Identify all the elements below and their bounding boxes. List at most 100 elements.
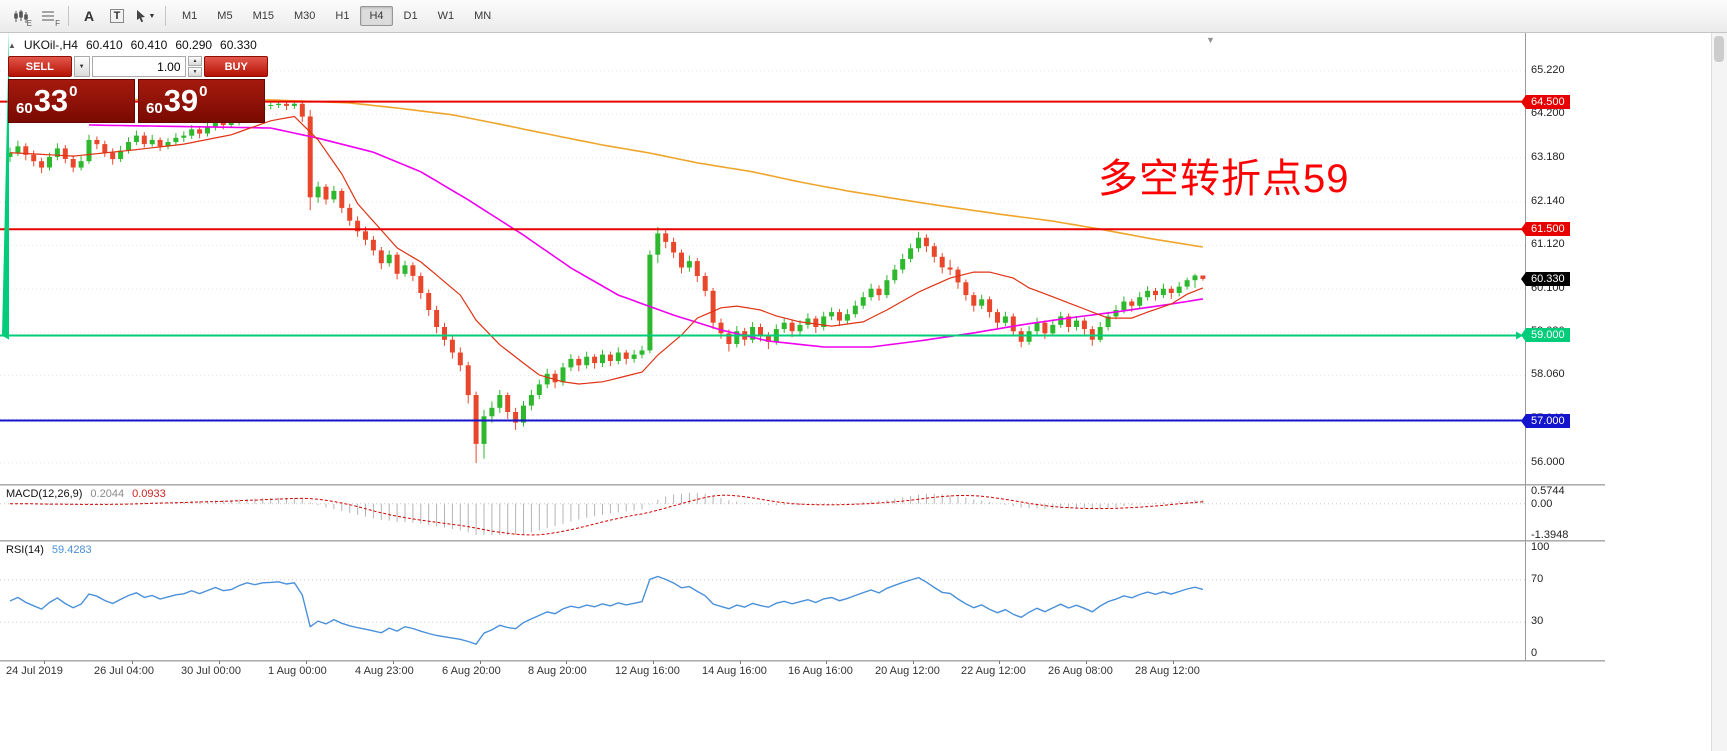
ohlc-high: 60.410 (130, 38, 168, 52)
time-axis-tick (1086, 661, 1087, 664)
time-axis-tick (306, 661, 307, 664)
pane-separator[interactable] (0, 540, 1605, 542)
timeframe-button-m30[interactable]: M30 (293, 10, 316, 22)
time-axis-label: 26 Aug 08:00 (1048, 665, 1113, 677)
chart-expert-tool[interactable]: E (7, 4, 33, 28)
time-axis-tick (999, 661, 1000, 664)
main-toolbar: E F A T ▼ M1 M5 M15 M30 H1 H4 D1 W1 MN (0, 0, 1727, 33)
rsi-panel-canvas[interactable] (0, 542, 1525, 660)
ohlc-low: 60.290 (175, 38, 213, 52)
macd-scale-label: 0.5744 (1531, 485, 1565, 497)
rsi-scale-label: 70 (1531, 572, 1544, 585)
candlestick-chart-icon (13, 9, 28, 23)
price-level-tag: 57.000 (1521, 413, 1570, 428)
spinner-up-icon[interactable]: ▲ (187, 56, 203, 66)
price-axis-label: 63.180 (1531, 150, 1565, 163)
buy-price-big: 39 (163, 83, 199, 118)
time-axis[interactable]: 24 Jul 2019 26 Jul 04:00 30 Jul 00:00 1 Aug… (0, 661, 1605, 679)
scrollbar-thumb[interactable] (1714, 36, 1724, 62)
rsi-label: RSI(14) 59.4283 (6, 544, 92, 556)
tool-sub-letter: E (26, 19, 32, 28)
macd-panel-canvas[interactable] (0, 486, 1525, 540)
sell-price-box[interactable]: 60 33 0 (8, 79, 135, 123)
spinner-down-icon[interactable]: ▼ (187, 67, 203, 77)
price-axis[interactable]: 65.22064.20063.18062.14061.12060.10059.0… (1521, 33, 1604, 484)
time-axis-label: 12 Aug 16:00 (615, 665, 680, 677)
macd-scale-label: 0.00 (1531, 497, 1553, 510)
time-axis-label: 20 Aug 12:00 (875, 665, 940, 677)
macd-label: MACD(12,26,9) 0.2044 0.0933 (6, 488, 166, 500)
current-price-tag: 60.330 (1521, 271, 1570, 286)
time-axis-tick (132, 661, 133, 664)
text-annotation-tool[interactable]: A (76, 4, 102, 28)
text-tool-letter: A (83, 8, 95, 24)
buy-button[interactable]: BUY (204, 56, 268, 77)
macd-main-value: 0.2044 (90, 488, 125, 500)
time-axis-tick (44, 661, 45, 664)
volume-presets-dropdown[interactable]: ▼ (73, 56, 90, 77)
price-axis-label: 62.140 (1531, 194, 1565, 207)
price-level-tag: 59.000 (1521, 328, 1570, 343)
grid-tool[interactable]: F (35, 4, 61, 28)
timeframe-button-d1[interactable]: D1 (403, 10, 418, 22)
rsi-name: RSI(14) (6, 544, 44, 556)
time-axis-label: 30 Jul 00:00 (181, 665, 241, 677)
timeframe-button-h1[interactable]: H1 (335, 10, 350, 22)
time-axis-tick (826, 661, 827, 664)
textbox-tool-letter: T (109, 9, 125, 23)
time-axis-label: 6 Aug 20:00 (442, 665, 501, 677)
sell-button[interactable]: SELL (8, 56, 72, 77)
time-axis-label: 8 Aug 20:00 (528, 665, 587, 677)
chart-shift-marker[interactable]: ▼ (1206, 35, 1215, 45)
sell-price-big: 33 (33, 83, 69, 118)
one-click-trade-panel: SELL ▼ ▲ ▼ BUY 60 33 0 60 39 0 (8, 56, 268, 123)
sell-price-sup: 0 (69, 83, 78, 100)
chart-annotation-text: 多空转折点59 (1098, 157, 1350, 201)
time-axis-tick (480, 661, 481, 664)
time-axis-tick (393, 661, 394, 664)
time-axis-label: 1 Aug 00:00 (268, 665, 327, 677)
rsi-scale-label: 30 (1531, 615, 1544, 628)
timeframe-button-w1[interactable]: W1 (437, 10, 455, 22)
chevron-down-icon: ▼ (148, 12, 156, 20)
price-axis-label: 56.000 (1531, 456, 1565, 469)
time-axis-tick (566, 661, 567, 664)
buy-price-small: 60 (146, 100, 163, 117)
buy-price-box[interactable]: 60 39 0 (138, 79, 265, 123)
text-box-tool[interactable]: T (104, 4, 130, 28)
tool-sub-letter: F (55, 19, 60, 28)
macd-name: MACD(12,26,9) (6, 488, 83, 500)
rsi-scale-label: 100 (1531, 541, 1550, 553)
ohlc-open: 60.410 (85, 38, 123, 52)
collapse-trade-panel-icon[interactable]: ▲ (8, 40, 16, 50)
toolbar-separator (68, 6, 69, 26)
cursor-icon (136, 10, 145, 23)
cursor-tool[interactable]: ▼ (132, 4, 158, 28)
macd-signal-value: 0.0933 (132, 488, 166, 500)
symbol-title: UKOil-,H4 (23, 38, 78, 52)
volume-stepper: ▲ ▼ (187, 56, 203, 77)
timeframe-button-m1[interactable]: M1 (182, 10, 198, 22)
macd-scale-label: -1.3948 (1531, 529, 1569, 541)
time-axis-label: 24 Jul 2019 (6, 665, 63, 677)
vertical-scrollbar[interactable] (1711, 33, 1727, 751)
ohlc-close: 60.330 (220, 38, 257, 52)
volume-input[interactable] (91, 56, 186, 77)
pane-separator[interactable] (0, 484, 1605, 486)
timeframe-button-m5[interactable]: M5 (217, 10, 233, 22)
time-axis-label: 14 Aug 16:00 (702, 665, 767, 677)
timeframe-button-m15[interactable]: M15 (252, 10, 274, 22)
macd-axis[interactable]: 0.5744 0.00 -1.3948 (1526, 485, 1604, 541)
rsi-value: 59.4283 (51, 544, 92, 556)
time-axis-label: 22 Aug 12:00 (961, 665, 1026, 677)
symbol-header: ▲ UKOil-,H4 60.410 60.410 60.290 60.330 (8, 38, 257, 52)
timeframe-button-h4[interactable]: H4 (360, 6, 393, 26)
price-axis-label: 65.220 (1531, 64, 1565, 76)
pane-separator[interactable] (0, 660, 1605, 662)
time-axis-tick (913, 661, 914, 664)
price-axis-border (1525, 33, 1526, 661)
time-axis-tick (740, 661, 741, 664)
rsi-axis[interactable]: 100 70 30 0 (1526, 541, 1604, 660)
time-axis-label: 26 Jul 04:00 (94, 665, 154, 677)
timeframe-button-mn[interactable]: MN (474, 10, 492, 22)
